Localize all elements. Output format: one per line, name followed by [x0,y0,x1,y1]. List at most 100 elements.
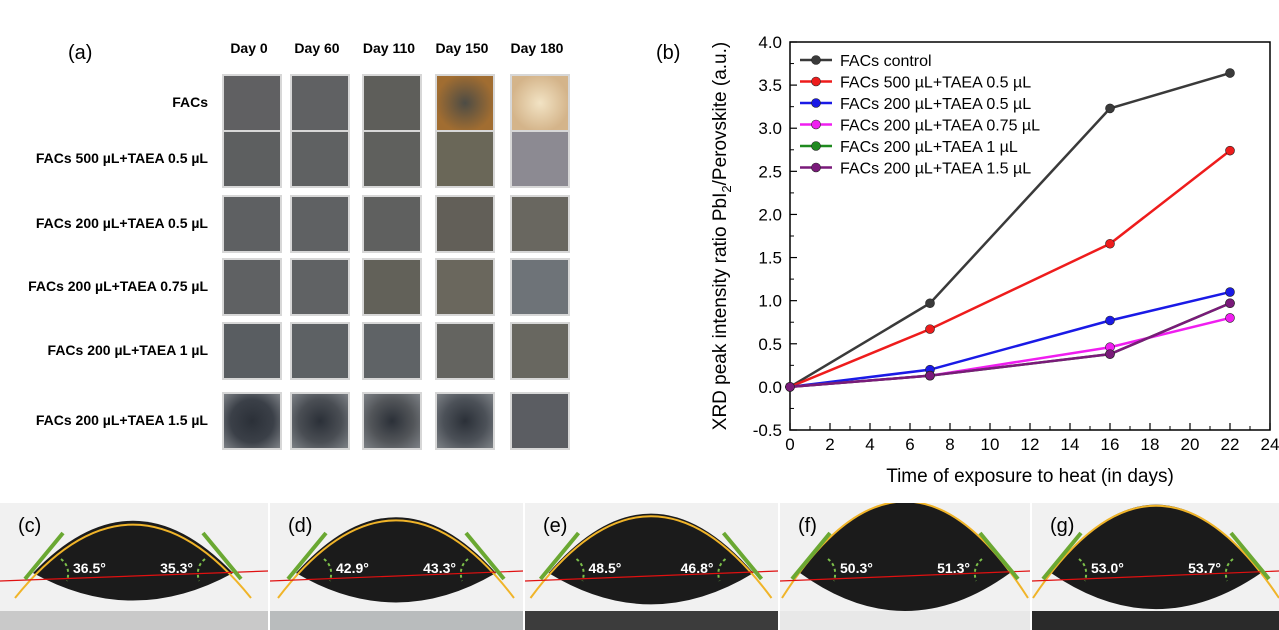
y-axis-label: XRD peak intensity ratio PbI2/Perovskite… [710,42,734,430]
film-sample-photo [290,195,350,253]
data-point [1225,287,1235,297]
sample-row-label: FACs 200 µL+TAEA 1.5 µL [35,412,208,428]
x-tick-label: 12 [1021,435,1040,454]
film-sample-photo [435,258,495,316]
droplet-photo: 36.5° 35.3° [0,503,268,630]
droplet-panel-label: (f) [798,515,817,537]
x-tick-label: 4 [865,435,874,454]
data-point [1225,313,1235,323]
droplet-photo: 53.0° 53.7° [1032,503,1279,630]
data-point [1105,238,1115,249]
panel-a-label: (a) [68,42,93,64]
legend-label: FACs 500 µL+TAEA 0.5 µL [840,75,1031,92]
film-sample-photo [222,392,282,450]
right-contact-angle: 43.3° [423,560,456,576]
film-sample-photo [362,74,422,132]
legend-swatch-marker [811,162,821,173]
data-point [925,370,935,381]
film-sample-photo [362,392,422,450]
sample-row-label: FACs 200 µL+TAEA 1 µL [47,342,208,358]
right-contact-angle: 51.3° [937,560,970,576]
film-sample-photo [510,74,570,132]
left-contact-angle: 36.5° [73,560,106,576]
film-sample-photo [510,322,570,380]
series-line [789,149,1231,389]
x-tick-label: 24 [1261,435,1279,454]
series-line [789,316,1231,389]
series-group [785,145,1235,392]
x-tick-label: 16 [1101,435,1120,454]
data-point [1105,349,1115,359]
series-line [789,302,1231,389]
left-contact-angle: 50.3° [840,560,873,576]
data-point [1105,103,1115,114]
day-header: Day 150 [435,40,489,56]
legend-swatch-marker [811,55,821,65]
sample-photo-grid: (a) Day 0 Day 60 Day 110 Day 150 Day 180 FACs… [0,0,640,470]
left-contact-angle: 42.9° [336,560,369,576]
left-contact-angle: 53.0° [1091,560,1124,576]
film-sample-photo [435,74,495,132]
y-tick-label: 0.0 [758,378,782,397]
film-sample-photo [290,74,350,132]
droplet-photo: 48.5° 46.8° [525,503,778,630]
right-contact-angle: 53.7° [1188,560,1221,576]
x-tick-label: 6 [905,435,914,454]
series-line [789,290,1231,389]
droplet-panel-label: (d) [288,515,313,537]
film-sample-photo [222,130,282,188]
day-header: Day 0 [230,40,268,56]
film-sample-photo [510,392,570,450]
y-tick-label: 3.0 [758,119,782,138]
y-tick-label: 0.5 [758,335,782,354]
legend-swatch-marker [811,141,821,151]
day-header: Day 180 [510,40,564,56]
x-tick-label: 22 [1221,435,1240,454]
data-point [1225,68,1235,78]
right-contact-angle: 46.8° [681,560,714,576]
sample-row-label: FACs [172,94,208,110]
series-group [785,298,1235,392]
x-tick-label: 0 [785,435,794,454]
droplet-photo: 50.3° 51.3° [780,503,1030,630]
sample-row-label: FACs 200 µL+TAEA 0.75 µL [28,278,208,294]
film-sample-photo [435,392,495,450]
film-sample-photo [435,130,495,188]
series-group [785,298,1235,392]
y-tick-label: 1.0 [758,292,782,311]
data-point [925,298,935,309]
droplet-panel-label: (e) [543,515,568,537]
legend-label: FACs 200 µL+TAEA 0.5 µL [840,96,1031,113]
legend-label: FACs 200 µL+TAEA 0.75 µL [840,118,1040,135]
data-point [1105,315,1115,326]
film-sample-photo [510,130,570,188]
film-sample-photo [510,195,570,253]
x-tick-label: 2 [825,435,834,454]
film-sample-photo [222,195,282,253]
droplet-photo: 42.9° 43.3° [270,503,523,630]
data-point [785,382,795,392]
x-tick-label: 14 [1061,435,1080,454]
film-sample-photo [362,322,422,380]
film-sample-photo [435,322,495,380]
film-sample-photo [290,392,350,450]
day-header: Day 60 [294,40,340,56]
y-tick-label: 3.5 [758,76,782,95]
y-tick-label: 2.5 [758,162,782,181]
day-header: Day 110 [362,40,416,56]
droplet-panel-label: (g) [1050,515,1075,537]
film-sample-photo [222,74,282,132]
y-tick-label: 4.0 [758,33,782,52]
y-tick-label: 1.5 [758,249,782,268]
series-line [789,71,1231,388]
film-sample-photo [362,258,422,316]
film-sample-photo [222,258,282,316]
legend-label: FACs 200 µL+TAEA 1.5 µL [840,161,1031,178]
xrd-ratio-chart: 0 2 4 6 8 10 12 14 16 18 20 22 24-0.50.00.51.01.52.0… [710,33,1279,487]
film-sample-photo [290,322,350,380]
legend-swatch-marker [811,98,821,108]
series-group [785,287,1235,392]
x-tick-label: 18 [1141,435,1160,454]
x-axis-label: Time of exposure to heat (in days) [886,466,1174,487]
series-line [789,302,1231,389]
